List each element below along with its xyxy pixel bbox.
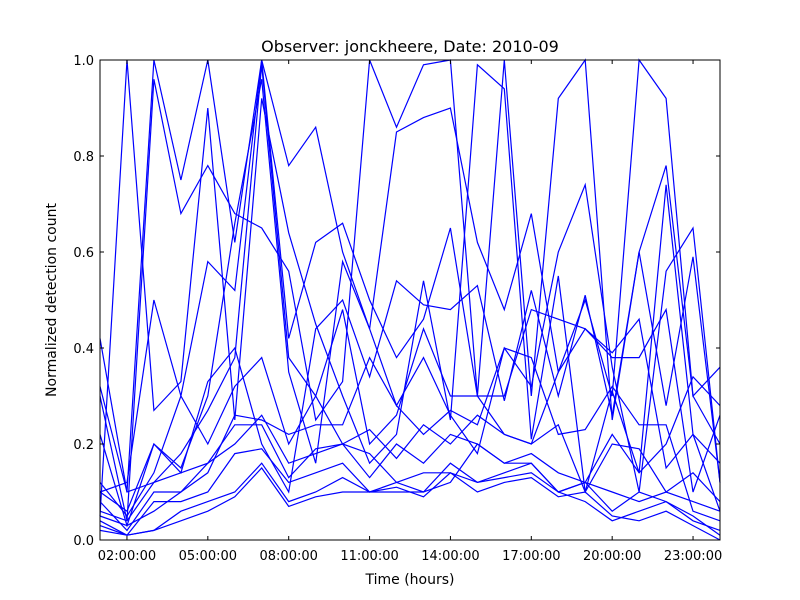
series-line-8	[99, 414, 721, 527]
series-line-6	[99, 307, 721, 518]
series-line-7	[99, 347, 721, 532]
y-tick-label: 0.4	[73, 342, 94, 357]
y-tick-label: 0.8	[73, 150, 94, 165]
series-layer	[99, 58, 721, 541]
x-tick-label: 05:00:00	[179, 549, 237, 564]
y-tick-label: 0.2	[73, 438, 94, 453]
y-axis-label: Normalized detection count	[44, 203, 60, 397]
x-tick-label: 02:00:00	[98, 549, 156, 564]
series-line-10	[99, 448, 721, 536]
x-tick-label: 17:00:00	[502, 549, 560, 564]
x-tick-label: 11:00:00	[340, 549, 398, 564]
series-line-14	[99, 64, 721, 493]
tick-layer: 02:00:00 05:00:00 08:00:00 11:00:00 14:00:00…	[73, 54, 722, 564]
series-line-12	[99, 467, 721, 541]
x-tick-label: 14:00:00	[421, 549, 479, 564]
series-line-13	[99, 79, 721, 513]
x-tick-label: 20:00:00	[583, 549, 641, 564]
series-line-9	[99, 424, 721, 522]
y-tick-label: 0.6	[73, 246, 94, 261]
plot-frame	[99, 59, 721, 541]
y-tick-label: 1.0	[73, 54, 94, 69]
chart-title: Observer: jonckheere, Date: 2010-09	[261, 37, 559, 56]
series-line-3	[99, 59, 721, 517]
series-line-1	[99, 58, 721, 493]
y-tick-label: 0.0	[73, 534, 94, 549]
x-axis-label: Time (hours)	[365, 572, 455, 588]
x-tick-label: 23:00:00	[664, 549, 722, 564]
x-tick-label: 08:00:00	[260, 549, 318, 564]
series-line-4	[99, 59, 721, 521]
